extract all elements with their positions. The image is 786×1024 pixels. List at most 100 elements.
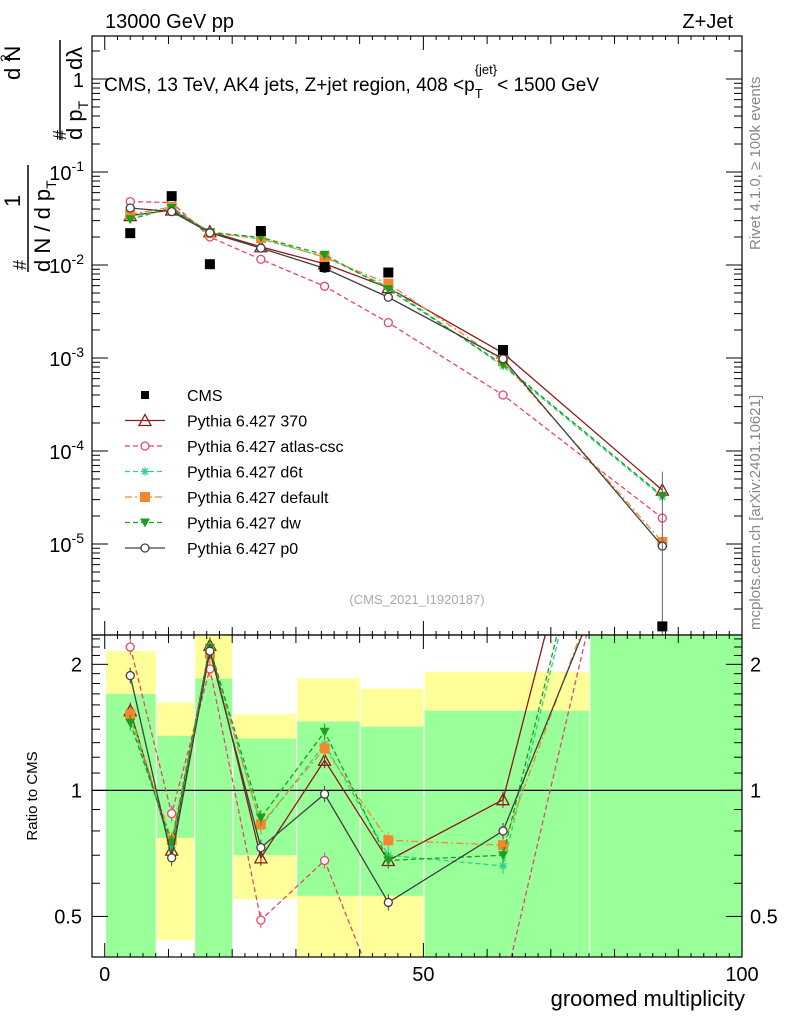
ratio-point-p370	[495, 792, 511, 806]
cms-point	[125, 228, 136, 239]
legend-label: Pythia 6.427 d6t	[187, 465, 303, 482]
band-green	[106, 693, 156, 957]
marker-triangle-down	[125, 718, 136, 728]
ratio-point-atlas	[256, 915, 266, 925]
marker-square	[319, 262, 330, 273]
legend-item-default: Pythia 6.427 default	[125, 490, 329, 507]
ratio-point-p0	[256, 842, 266, 853]
point-atlas	[319, 281, 330, 291]
point-p0	[498, 354, 508, 364]
marker-circle	[205, 228, 215, 238]
y-tick-label-ratio-left: 2	[71, 654, 82, 676]
ylabel-dlambda: dλ	[62, 47, 87, 70]
main-panel: 10-110-210-310-410-51	[49, 35, 743, 636]
band-green	[360, 726, 424, 896]
main-title: CMS, 13 TeV, AK4 jets, Z+jet region, 408…	[104, 62, 599, 101]
ratio-point-p370	[253, 850, 268, 864]
marker-square	[125, 228, 136, 239]
ratio-point-default	[383, 835, 394, 846]
legend-label: Pythia 6.427 default	[187, 490, 329, 507]
ratio-line-p0	[129, 635, 583, 904]
title-suffix: < 1500 GeV	[497, 75, 599, 96]
series-line-p0	[130, 207, 663, 547]
ratio-point-p0	[205, 646, 215, 656]
ylabel-den2: d pT	[62, 100, 91, 140]
y-tick-exp: -5	[72, 530, 85, 546]
marker-circle	[167, 853, 177, 863]
marker-triangle-down	[498, 360, 509, 370]
marker-square	[383, 267, 394, 278]
marker-circle	[256, 254, 266, 265]
marker-triangle	[317, 752, 332, 766]
y-tick-label-main: 10-5	[49, 530, 84, 557]
point-p0	[167, 206, 177, 217]
marker-square	[319, 743, 330, 754]
legend-item-p0: Pythia 6.427 p0	[125, 541, 298, 558]
ratio-point-atlas	[125, 642, 135, 652]
y-tick-label-main: 10-2	[49, 251, 84, 278]
legend-label: CMS	[187, 388, 223, 405]
ratio-point-p0	[125, 670, 135, 681]
legend-marker	[140, 441, 150, 451]
marker-circle	[319, 855, 330, 866]
series-line-d6t	[130, 208, 663, 498]
cms-point	[166, 191, 177, 202]
ratio-ylabel: Ratio to CMS	[24, 751, 41, 840]
header-left: 13000 GeV pp	[105, 11, 234, 33]
ylabel-num: d N	[0, 46, 25, 80]
title-sup: {jet}	[475, 62, 498, 77]
watermark: (CMS_2021_I1920187)	[349, 592, 484, 607]
legend-item-atlas: Pythia 6.427 atlas-csc	[125, 439, 344, 456]
marker-square	[204, 259, 215, 270]
title-prefix: CMS, 13 TeV, AK4 jets, Z+jet region, 408…	[104, 75, 475, 96]
marker-triangle-down	[319, 250, 330, 260]
title-sub: T	[475, 86, 483, 101]
rivet-note: Rivet 4.1.0, ≥ 100k events	[747, 77, 764, 250]
point-p0	[125, 203, 135, 213]
marker-star	[141, 467, 149, 476]
ylabel-hash-1: #	[10, 260, 30, 270]
point-dw	[498, 360, 509, 370]
ratio-point-dw	[125, 718, 136, 728]
point-p0	[256, 243, 266, 253]
marker-circle	[140, 441, 150, 451]
marker-triangle	[495, 792, 511, 806]
legend-item-d6t: Pythia 6.427 d6t	[125, 465, 303, 482]
legend-marker	[137, 413, 153, 427]
marker-triangle-down	[383, 285, 394, 295]
ratio-point-dw	[255, 813, 266, 823]
marker-square	[140, 492, 150, 502]
ratio-line-default	[129, 635, 582, 846]
legend-item-p370: Pythia 6.427 370	[125, 413, 307, 431]
marker-triangle-down	[319, 727, 330, 737]
band-green	[590, 635, 742, 957]
point-default	[383, 278, 394, 289]
point-default	[125, 209, 136, 220]
y-tick-label-ratio-left: 1	[71, 780, 82, 802]
ratio-series	[123, 635, 588, 957]
point-p0	[205, 228, 215, 238]
legend: CMS Pythia 6.427 370 Pythia 6.427 atlas-cs…	[125, 388, 344, 558]
marker-circle	[256, 243, 266, 253]
ratio-point-d6t	[499, 861, 508, 870]
mcplots-note: mcplots.cern.ch [arXiv:2401.10621]	[747, 395, 764, 630]
legend-item-cms: CMS	[141, 388, 223, 405]
marker-star	[499, 861, 508, 870]
ratio-bands	[92, 635, 742, 957]
ratio-point-dw	[498, 851, 509, 861]
header-right: Z+Jet	[682, 11, 733, 33]
marker-triangle-down	[383, 856, 394, 866]
ratio-point-default	[498, 840, 509, 851]
ratio-point-default	[319, 743, 330, 754]
marker-circle	[383, 317, 393, 328]
marker-square	[125, 709, 136, 720]
marker-triangle-down	[140, 518, 150, 528]
y-tick-base: 10	[49, 535, 71, 557]
legend-marker	[141, 467, 149, 476]
legend-marker	[141, 391, 149, 399]
ratio-point-dw	[319, 727, 330, 737]
ratio-xlabel: groomed multiplicity	[551, 986, 745, 1011]
y-tick-label-ratio-right: 2	[750, 654, 761, 676]
legend-marker	[140, 518, 150, 528]
